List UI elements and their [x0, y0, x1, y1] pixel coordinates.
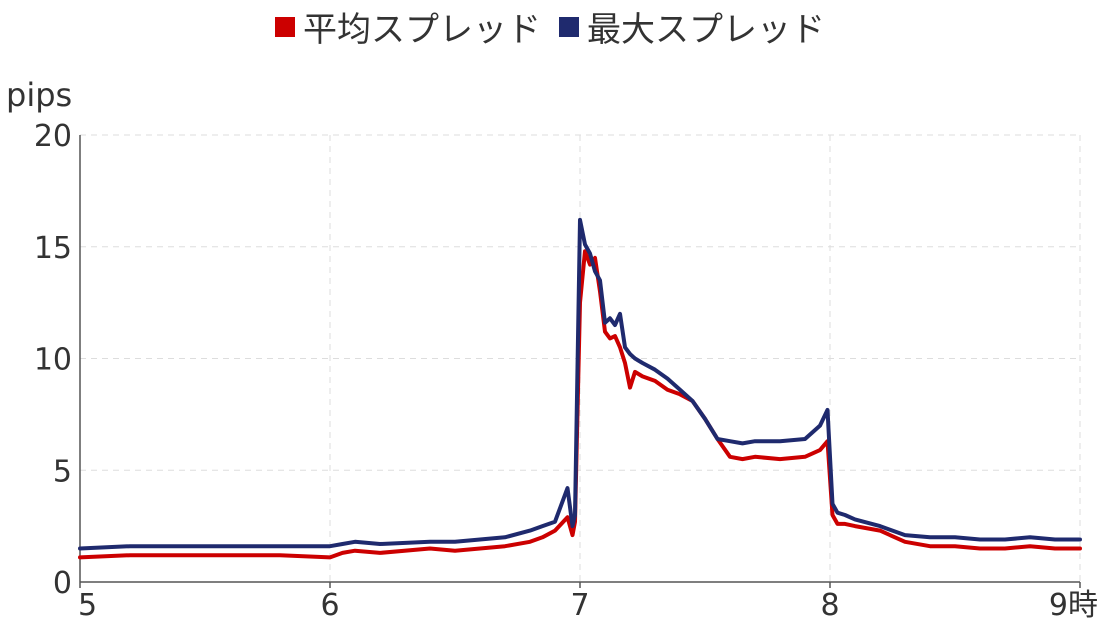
y-tick-label-15: 15 [34, 231, 72, 266]
x-tick-label-9: 9時 [1049, 588, 1098, 620]
legend-item-max: 最大スプレッド [559, 2, 825, 51]
series-line-average-spread [78, 249, 1082, 560]
x-tick-label-7: 7 [570, 588, 589, 620]
legend: 平均スプレッド 最大スプレッド [0, 2, 1100, 51]
series-line-max-spread [78, 217, 1082, 551]
y-tick-label-5: 5 [53, 454, 72, 489]
legend-swatch-max [559, 16, 579, 37]
x-tick-label-5: 5 [78, 588, 97, 620]
y-axis-unit-label: pips [6, 76, 73, 114]
y-tick-label-0: 0 [53, 566, 72, 601]
x-tick-label-8: 8 [820, 588, 839, 620]
y-tick-label-10: 10 [34, 343, 72, 378]
x-tick-label-6: 6 [320, 588, 339, 620]
legend-label-average: 平均スプレッド [303, 10, 541, 50]
legend-swatch-average [275, 16, 295, 37]
legend-label-max: 最大スプレッド [587, 10, 825, 50]
y-tick-label-20: 20 [34, 119, 72, 154]
legend-item-average: 平均スプレッド [275, 2, 541, 51]
